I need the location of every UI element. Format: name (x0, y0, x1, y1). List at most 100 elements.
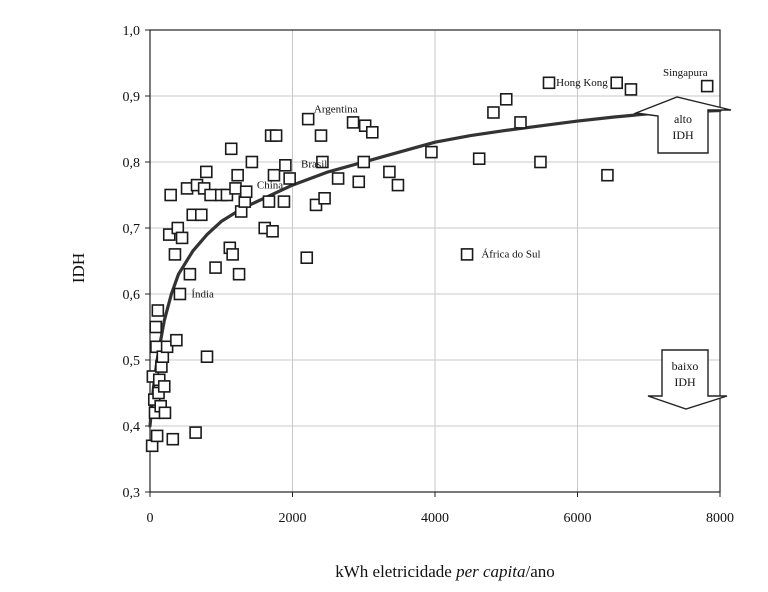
y-axis-label: IDH (69, 253, 88, 283)
data-point-53 (277, 195, 291, 208)
data-point-6 (150, 429, 164, 443)
data-point-74 (499, 93, 513, 106)
data-point-78 (601, 168, 614, 182)
x-axis-label-pre: kWh eletricidade (335, 562, 456, 581)
data-point-68 (383, 165, 396, 179)
data-point-71 (460, 248, 474, 261)
data-point-45 (239, 185, 253, 198)
x-axis-ticks: 0 2000 4000 6000 8000 (147, 492, 734, 526)
data-point-81 (700, 79, 714, 93)
data-point-51 (267, 168, 281, 182)
data-point-33 (204, 188, 217, 202)
y-tick-label-6: 0,9 (123, 90, 141, 105)
data-point-55 (283, 172, 296, 185)
x-axis-label: kWh eletricidade per capita/ano (335, 562, 555, 581)
data-point-61 (318, 192, 331, 205)
data-point-4 (149, 320, 162, 334)
annotation-1: Hong Kong (556, 77, 608, 89)
annotation-6: África do Sul (481, 249, 540, 261)
data-point-58 (309, 198, 323, 212)
data-point-48 (262, 195, 276, 208)
data-point-69 (391, 178, 405, 192)
data-point-77 (542, 76, 556, 90)
data-point-25 (183, 267, 197, 281)
alto-idh-arrow-label-0: alto (674, 112, 692, 126)
alto-idh-arrow-icon (633, 96, 732, 154)
y-axis-ticks: 0,3 0,4 0,5 0,6 0,7 0,8 0,9 1,0 (123, 24, 150, 501)
data-point-56 (300, 251, 314, 264)
data-point-38 (224, 142, 238, 156)
data-point-79 (610, 76, 623, 90)
data-points (145, 76, 714, 453)
y-tick-label-0: 0,3 (123, 486, 141, 501)
baixo-idh-arrow-label-1: IDH (674, 375, 696, 389)
annotation-4: Brasil (301, 158, 327, 170)
data-point-40 (229, 182, 242, 195)
data-point-13 (157, 380, 171, 393)
y-tick-label-3: 0,6 (123, 288, 141, 303)
x-axis-label-italic: per capita (455, 562, 525, 581)
baixo-idh-arrow-label-0: baixo (672, 359, 699, 373)
data-point-64 (352, 175, 366, 189)
x-axis-label-post: /ano (525, 562, 554, 581)
x-tick-label-1: 2000 (279, 511, 307, 526)
idh-arrows: alto IDH baixo IDH (633, 96, 732, 410)
alto-idh-arrow-label-1: IDH (672, 128, 694, 142)
data-point-50 (266, 225, 279, 238)
data-point-29 (195, 208, 208, 222)
annotation-5: Índia (191, 288, 214, 300)
annotation-2: Singapura (663, 67, 708, 79)
data-point-15 (160, 340, 174, 354)
data-point-65 (357, 155, 371, 169)
data-point-36 (220, 188, 234, 202)
data-point-14 (158, 406, 172, 420)
data-point-70 (425, 145, 438, 159)
data-point-32 (200, 350, 214, 364)
y-tick-label-7: 1,0 (123, 24, 141, 39)
data-point-80 (624, 83, 638, 96)
data-point-30 (197, 182, 211, 195)
country-annotations: Argentina Hong Kong Singapura China Brasil Ín… (191, 67, 707, 300)
data-point-19 (168, 248, 182, 261)
data-point-76 (534, 155, 547, 169)
data-point-75 (514, 116, 527, 129)
data-point-27 (189, 426, 202, 439)
x-tick-label-4: 8000 (706, 511, 734, 526)
data-point-73 (487, 106, 500, 119)
baixo-idh-arrow-icon (647, 349, 728, 410)
annotation-0: Argentina (314, 104, 358, 116)
data-point-54 (279, 159, 292, 172)
data-point-52 (269, 129, 283, 142)
data-point-39 (226, 248, 239, 261)
y-tick-label-2: 0,5 (123, 354, 141, 369)
data-point-20 (170, 333, 183, 347)
data-point-46 (245, 155, 259, 169)
x-tick-label-3: 6000 (564, 511, 592, 526)
data-point-23 (175, 231, 189, 245)
x-tick-label-0: 0 (147, 511, 154, 526)
annotation-3: China (257, 179, 283, 191)
data-point-17 (164, 188, 177, 202)
y-tick-label-5: 0,8 (123, 156, 141, 171)
y-tick-label-4: 0,7 (123, 222, 141, 237)
data-point-67 (365, 126, 379, 139)
trend-curve (148, 108, 722, 428)
x-tick-label-2: 4000 (421, 511, 449, 526)
data-point-18 (166, 432, 180, 446)
data-point-41 (231, 168, 244, 182)
data-point-63 (346, 116, 360, 129)
data-point-62 (331, 172, 345, 185)
grid-lines (149, 29, 721, 493)
data-point-31 (199, 165, 213, 179)
y-tick-label-1: 0,4 (123, 420, 141, 435)
data-point-34 (209, 261, 222, 274)
data-point-59 (314, 129, 328, 142)
data-point-7 (151, 304, 165, 317)
data-point-16 (162, 228, 176, 241)
data-point-57 (301, 112, 315, 126)
data-point-22 (173, 287, 187, 301)
data-point-66 (358, 119, 372, 132)
data-point-72 (472, 152, 486, 165)
data-point-42 (232, 267, 246, 281)
